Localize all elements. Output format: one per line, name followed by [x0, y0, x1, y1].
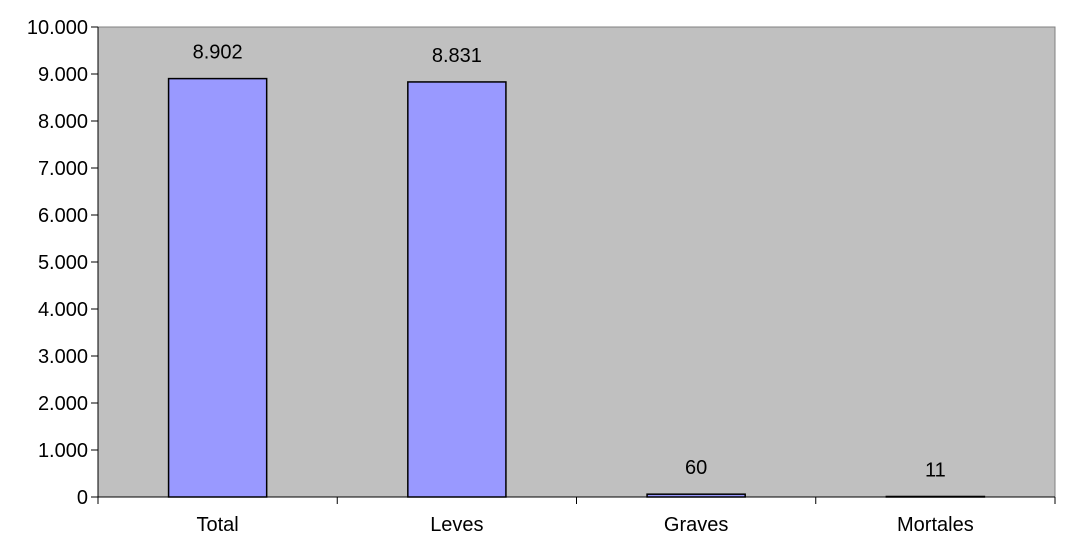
y-tick-label: 8.000 — [38, 111, 88, 133]
y-axis: 0 1.000 2.000 3.000 4.000 5.000 6.000 7.000 8.00… — [27, 17, 99, 509]
bar-leves — [407, 81, 507, 498]
data-label: 8.902 — [193, 42, 243, 64]
data-labels: 8.902 8.831 60 11 — [193, 42, 946, 482]
bar-graves — [646, 493, 746, 498]
data-label: 11 — [925, 459, 946, 481]
y-tick-label: 0 — [77, 487, 88, 509]
bar-total — [167, 77, 268, 498]
y-tick-label: 10.000 — [27, 17, 88, 39]
y-tick-label: 3.000 — [38, 346, 88, 368]
category-label: Total — [197, 514, 239, 536]
y-tick-label: 7.000 — [38, 158, 88, 180]
bars — [167, 77, 986, 498]
y-tick-label: 6.000 — [38, 205, 88, 227]
category-label: Mortales — [897, 514, 974, 536]
y-tick-label: 1.000 — [38, 440, 88, 462]
y-tick-label: 5.000 — [38, 252, 88, 274]
y-tick-label: 2.000 — [38, 393, 88, 415]
x-axis: Total Leves Graves Mortales — [97, 496, 1056, 536]
category-label: Graves — [664, 514, 728, 536]
data-label: 8.831 — [432, 45, 482, 67]
y-tick-label: 9.000 — [38, 64, 88, 86]
bar-mortales — [885, 495, 986, 498]
y-tick-label: 4.000 — [38, 299, 88, 321]
data-label: 60 — [685, 457, 707, 479]
category-label: Leves — [430, 514, 483, 536]
